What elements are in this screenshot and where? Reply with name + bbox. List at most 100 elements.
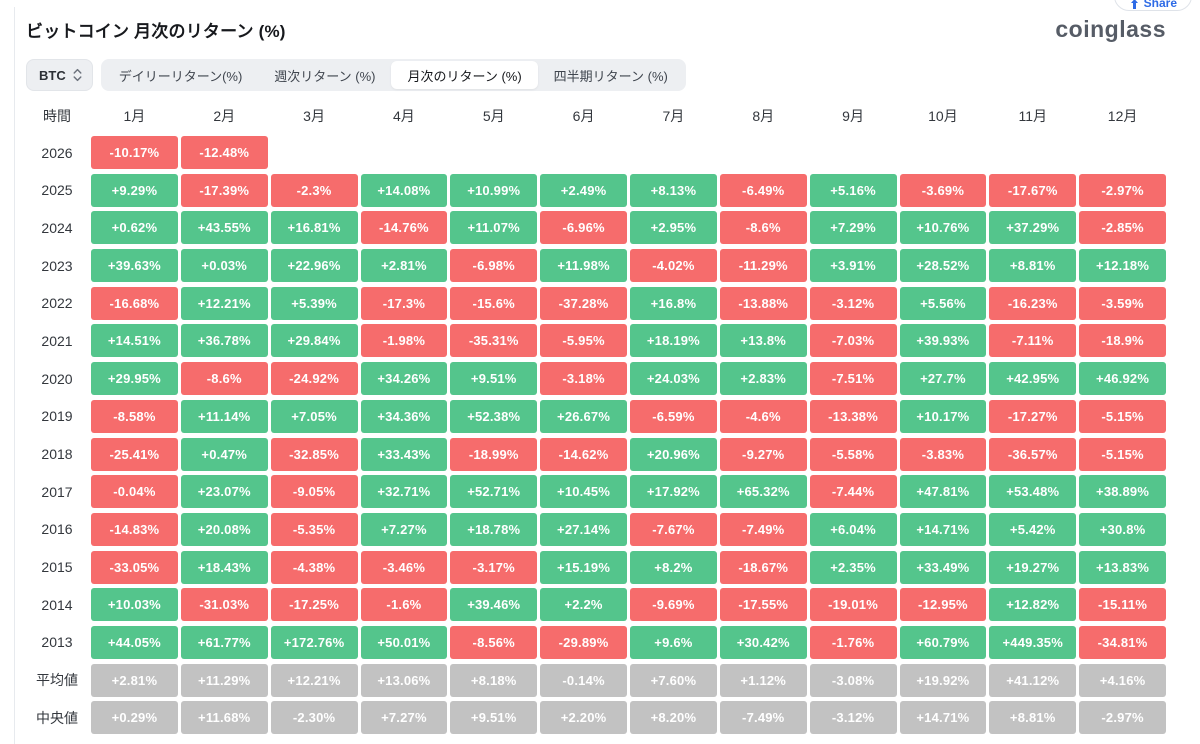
- return-cell: -9.27%: [719, 437, 807, 471]
- empty-cell: [810, 136, 897, 169]
- column-header-month-11: 11月: [1018, 108, 1048, 124]
- return-cell: -17.39%: [180, 173, 268, 207]
- return-cell: +12.21%: [270, 663, 358, 697]
- return-cell: +9.29%: [91, 173, 178, 207]
- return-cell: +2.2%: [540, 588, 627, 622]
- return-cell: +14.08%: [360, 173, 448, 207]
- return-cell: +26.67%: [540, 399, 627, 433]
- return-cell: +28.52%: [899, 249, 987, 283]
- empty-cell: [271, 136, 358, 169]
- tab-monthly-return[interactable]: 月次のリターン (%): [391, 61, 538, 89]
- row-label: 中央値: [36, 709, 78, 726]
- return-cell: +7.29%: [809, 211, 897, 245]
- return-cell: -5.58%: [809, 437, 897, 471]
- return-cell: +449.35%: [989, 625, 1077, 659]
- return-cell: +20.08%: [180, 512, 268, 546]
- column-header-month-8: 8月: [752, 108, 775, 124]
- return-cell: -29.89%: [540, 625, 627, 659]
- return-cell: +30.42%: [719, 625, 807, 659]
- return-cell: -25.41%: [91, 437, 178, 471]
- return-cell: -4.02%: [630, 249, 717, 283]
- return-cell: +11.14%: [180, 399, 268, 433]
- tab-daily-return[interactable]: デイリーリターン(%): [118, 68, 243, 84]
- return-cell: -2.97%: [1079, 701, 1166, 735]
- row-label: 2021: [41, 332, 73, 349]
- return-cell: -8.56%: [450, 625, 538, 659]
- table-row-2013: 2013 +44.05% +61.77% +172.76% +50.01% -8.56% -…: [26, 625, 1166, 659]
- row-label: 2013: [41, 634, 73, 651]
- return-cell: -11.29%: [719, 249, 807, 283]
- return-period-tabs: デイリーリターン(%) 週次リターン (%) 月次のリターン (%) 四半期リターン …: [100, 59, 686, 91]
- return-cell: +29.84%: [270, 324, 358, 358]
- return-cell: +18.19%: [630, 324, 717, 358]
- return-cell: -33.05%: [91, 550, 178, 584]
- return-cell: -0.04%: [91, 475, 178, 509]
- return-cell: -14.62%: [540, 437, 627, 471]
- return-cell: +42.95%: [989, 362, 1077, 396]
- return-cell: +14.71%: [899, 512, 987, 546]
- table-row-2025: 2025 +9.29% -17.39% -2.3% +14.08% +10.99% +2.4…: [26, 173, 1166, 207]
- return-cell: -14.76%: [360, 211, 448, 245]
- return-cell: +61.77%: [180, 625, 268, 659]
- return-cell: +13.8%: [719, 324, 807, 358]
- return-cell: -18.99%: [450, 437, 538, 471]
- return-cell: +30.8%: [1079, 512, 1166, 546]
- tab-quarterly-return[interactable]: 四半期リターン (%): [553, 68, 668, 84]
- return-cell: +39.63%: [91, 249, 178, 283]
- return-cell: +11.98%: [540, 249, 627, 283]
- coinglass-logo[interactable]: coinglass: [1055, 16, 1166, 42]
- return-cell: -5.95%: [540, 324, 627, 358]
- row-label: 2023: [41, 257, 73, 274]
- column-header-month-12: 12月: [1107, 108, 1138, 124]
- return-cell: -8.6%: [180, 362, 268, 396]
- column-header-month-10: 10月: [928, 108, 958, 124]
- return-cell: -3.12%: [809, 701, 897, 735]
- column-header-month-3: 3月: [303, 108, 325, 124]
- share-button[interactable]: Share: [1113, 0, 1192, 11]
- topbar: ビットコイン 月次のリターン (%) coinglass: [0, 0, 1200, 43]
- column-header-month-9: 9月: [842, 108, 864, 124]
- table-row-平均値: 平均値 +2.81% +11.29% +12.21% +13.06% +8.18% -0.1…: [26, 663, 1166, 697]
- return-cell: -6.98%: [450, 249, 538, 283]
- return-cell: +5.42%: [989, 512, 1077, 546]
- return-cell: -3.17%: [450, 550, 538, 584]
- tab-weekly-return[interactable]: 週次リターン (%): [274, 68, 376, 84]
- return-cell: -15.6%: [450, 286, 538, 320]
- return-cell: -14.83%: [91, 512, 178, 546]
- table-row-2014: 2014 +10.03% -31.03% -17.25% -1.6% +39.46% +2.…: [26, 588, 1166, 622]
- return-cell: +43.55%: [180, 211, 268, 245]
- return-cell: -3.18%: [540, 362, 627, 396]
- return-cell: -9.05%: [270, 475, 358, 509]
- return-cell: -16.68%: [91, 286, 178, 320]
- return-cell: +34.26%: [360, 362, 448, 396]
- table-row-2023: 2023 +39.63% +0.03% +22.96% +2.81% -6.98% +11.…: [26, 249, 1166, 283]
- return-cell: +19.27%: [989, 550, 1077, 584]
- return-cell: +2.81%: [91, 663, 178, 697]
- return-cell: +13.83%: [1079, 550, 1166, 584]
- return-cell: -17.27%: [989, 399, 1077, 433]
- return-cell: -2.3%: [270, 173, 358, 207]
- return-cell: -3.12%: [809, 286, 897, 320]
- return-cell: +2.20%: [540, 701, 627, 735]
- return-cell: +53.48%: [989, 475, 1077, 509]
- return-cell: +10.99%: [450, 173, 538, 207]
- table-row-2019: 2019 -8.58% +11.14% +7.05% +34.36% +52.38% +26…: [26, 399, 1166, 433]
- controls-bar: BTC デイリーリターン(%) 週次リターン (%) 月次のリターン (%) 四半期リ…: [0, 43, 1200, 91]
- empty-cell: [900, 136, 987, 169]
- return-cell: -5.15%: [1079, 399, 1166, 433]
- return-cell: +47.81%: [899, 475, 987, 509]
- empty-cell: [720, 136, 807, 169]
- return-cell: +8.13%: [630, 173, 717, 207]
- page-title: ビットコイン 月次のリターン (%): [26, 22, 286, 41]
- return-cell: +8.2%: [630, 550, 717, 584]
- coin-select[interactable]: BTC: [26, 59, 93, 91]
- return-cell: -6.96%: [540, 211, 627, 245]
- return-cell: -7.11%: [989, 324, 1077, 358]
- return-cell: +60.79%: [899, 625, 987, 659]
- return-cell: -1.6%: [360, 588, 448, 622]
- return-cell: +11.07%: [450, 211, 538, 245]
- return-cell: -17.3%: [360, 286, 448, 320]
- return-cell: +0.03%: [180, 249, 268, 283]
- table-row-2017: 2017 -0.04% +23.07% -9.05% +32.71% +52.71% +10…: [26, 475, 1166, 509]
